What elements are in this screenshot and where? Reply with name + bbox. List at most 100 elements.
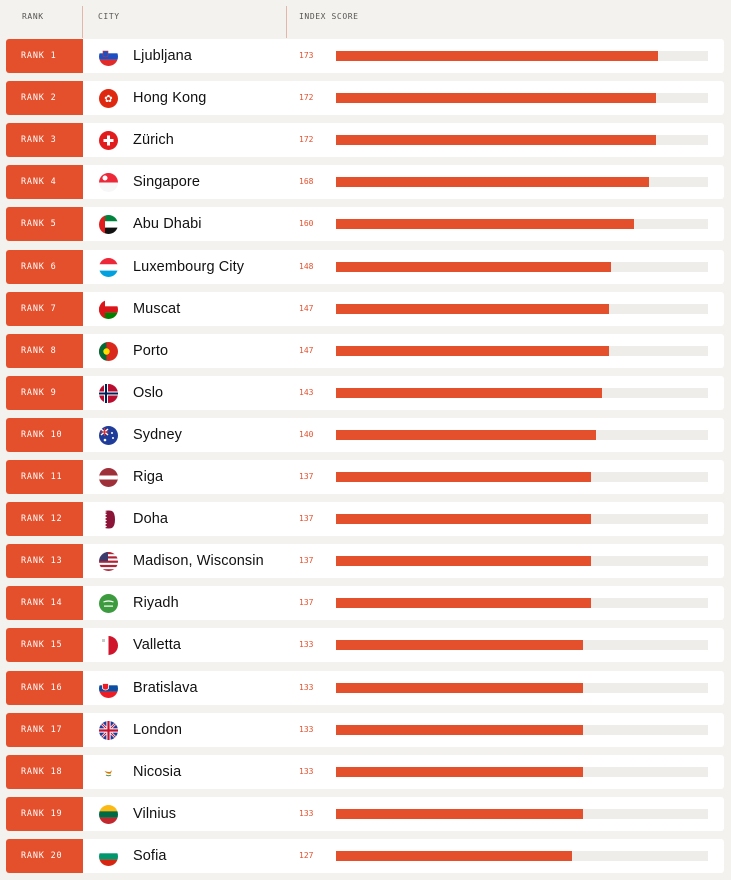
rank-badge: RANK 14 [6, 586, 83, 621]
city-label: Vilnius [133, 805, 177, 822]
australia-flag-icon [99, 425, 118, 445]
score-bar [336, 808, 584, 819]
city-label: Muscat [133, 300, 181, 317]
city-label: Riga [133, 469, 164, 485]
score-label: 172 [299, 93, 314, 103]
table-row: RANK 8 Porto 147 [6, 333, 724, 368]
rank-column-header: RANK [22, 12, 44, 21]
malta-flag-icon [99, 636, 118, 656]
rank-badge: RANK 9 [6, 375, 83, 410]
score-column-header: INDEX SCORE [299, 12, 359, 21]
city-label: Madison, Wisconsin [133, 553, 264, 570]
rank-badge: RANK 6 [6, 249, 83, 284]
score-label: 148 [299, 261, 314, 271]
score-label: 160 [299, 219, 314, 229]
rank-badge: RANK 13 [6, 544, 83, 579]
score-label: 137 [299, 556, 314, 566]
rank-badge: RANK 7 [6, 291, 83, 326]
table-row: RANK 1 Ljubljana 173 [6, 39, 724, 73]
score-bar [336, 850, 573, 861]
slovenia-flag-icon [99, 47, 118, 66]
score-bar [336, 429, 597, 440]
score-label: 127 [299, 850, 314, 860]
score-label: 147 [299, 345, 314, 355]
rank-badge: RANK 5 [6, 207, 83, 242]
svg-text:✿: ✿ [104, 94, 112, 105]
column-divider [82, 6, 83, 38]
rank-badge: RANK 16 [6, 670, 83, 705]
city-label: Doha [133, 511, 169, 528]
score-label: 137 [299, 514, 314, 524]
table-header: RANK CITY INDEX SCORE [0, 0, 731, 38]
city-label: Abu Dhabi [133, 216, 202, 233]
luxembourg-flag-icon [99, 257, 118, 277]
slovakia-flag-icon [99, 678, 118, 698]
qatar-flag-icon [105, 510, 115, 529]
table-row: RANK 16 Bratislava 133 [6, 670, 724, 705]
score-bar [336, 135, 656, 146]
saudi-arabia-flag-icon [99, 594, 118, 614]
norway-flag-icon [99, 383, 118, 403]
rank-badge: RANK 8 [6, 333, 83, 368]
table-row: RANK 3 Zürich 172 [6, 123, 724, 158]
score-bar [336, 514, 591, 525]
score-label: 168 [299, 177, 314, 187]
score-bar [336, 261, 612, 272]
table-row: RANK 19 Vilnius 133 [6, 796, 724, 831]
table-row: RANK 7 Muscat 147 [6, 291, 724, 326]
score-label: 133 [299, 682, 314, 692]
table-row: RANK 9 Oslo 143 [6, 375, 724, 410]
lithuania-flag-icon [99, 804, 118, 824]
cyprus-flag-icon [104, 769, 112, 776]
table-row: RANK 11 Riga 137 [6, 460, 724, 494]
rank-badge: RANK 3 [6, 123, 83, 158]
score-label: 137 [299, 472, 314, 481]
rank-badge: RANK 17 [6, 712, 83, 747]
city-label: Nicosia [133, 763, 182, 780]
score-label: 147 [299, 303, 314, 313]
singapore-flag-icon [99, 173, 118, 193]
city-column-header: CITY [98, 12, 120, 21]
score-label: 143 [299, 387, 314, 397]
oman-flag-icon [99, 299, 118, 319]
score-label: 137 [299, 598, 314, 608]
hong-kong-flag-icon: ✿ [99, 89, 118, 109]
bulgaria-flag-icon [99, 846, 118, 866]
score-bar [336, 177, 649, 188]
rank-badge: RANK 2 [6, 81, 83, 116]
uae-flag-icon [99, 215, 118, 235]
table-row: RANK 17 London 133 [6, 712, 724, 747]
rank-badge: RANK 12 [6, 502, 83, 537]
score-label: 172 [299, 135, 314, 145]
city-label: Sydney [133, 426, 182, 443]
rank-badge: RANK 19 [6, 796, 83, 831]
city-label: Ljubljana [133, 48, 192, 64]
table-row: RANK 12 Doha 137 [6, 502, 724, 537]
city-label: Sofia [133, 847, 167, 864]
score-bar [336, 640, 584, 651]
city-label: Porto [133, 342, 169, 359]
rank-badge: RANK 1 [6, 39, 83, 73]
city-label: London [133, 721, 182, 738]
score-label: 133 [299, 724, 314, 734]
column-divider [286, 6, 287, 38]
score-bar [336, 51, 658, 61]
portugal-flag-icon [99, 341, 118, 361]
city-label: Riyadh [133, 595, 179, 612]
table-row: RANK 10 Sydney 140 [6, 417, 724, 452]
city-label: Singapore [133, 174, 201, 191]
city-label: Bratislava [133, 679, 198, 696]
score-bar [336, 682, 584, 693]
rank-badge: RANK 20 [6, 838, 83, 873]
score-bar [336, 598, 591, 609]
table-row: RANK 18 Nicosia 133 [6, 754, 724, 789]
rank-badge: RANK 4 [6, 165, 83, 200]
city-label: Luxembourg City [133, 258, 245, 275]
rank-badge: RANK 10 [6, 417, 83, 452]
score-label: 133 [299, 766, 314, 776]
score-bar [336, 472, 591, 482]
score-label: 133 [299, 640, 314, 650]
score-bar [336, 219, 634, 230]
city-label: Oslo [133, 384, 164, 401]
switzerland-flag-icon [99, 131, 118, 151]
